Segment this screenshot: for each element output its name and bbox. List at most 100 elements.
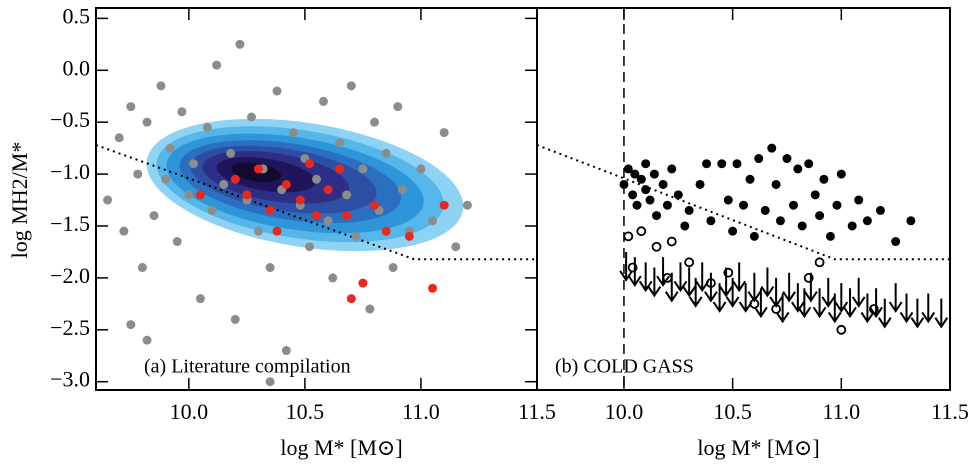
point	[684, 205, 694, 215]
upper-limit	[899, 293, 914, 324]
point	[328, 273, 338, 283]
upper-limit	[804, 272, 818, 303]
point	[281, 179, 291, 189]
plot-area	[537, 8, 950, 390]
point	[619, 179, 629, 189]
open-point	[814, 257, 825, 268]
point	[212, 60, 222, 70]
point	[253, 226, 263, 236]
point	[667, 164, 677, 174]
point	[771, 179, 781, 189]
point	[658, 179, 668, 189]
upper-limit	[860, 293, 875, 324]
point	[119, 226, 129, 236]
upper-limit	[888, 283, 903, 313]
upper-limit	[704, 272, 718, 303]
point	[723, 195, 733, 205]
point	[645, 195, 655, 205]
point	[745, 174, 755, 184]
point	[875, 205, 885, 215]
upper-limit	[760, 267, 775, 298]
point	[358, 278, 368, 288]
open-point	[836, 324, 847, 335]
x-axis-label: log M* [M⊙]	[280, 435, 402, 460]
point	[641, 185, 651, 195]
upper-limit	[754, 288, 768, 319]
point	[281, 346, 291, 356]
upper-limit	[775, 293, 790, 324]
point	[126, 320, 136, 330]
upper-limit	[797, 288, 812, 319]
point	[439, 200, 449, 210]
point	[370, 200, 380, 210]
density-contours	[146, 118, 464, 252]
open-point	[636, 226, 647, 237]
point	[165, 143, 175, 153]
point	[636, 174, 646, 184]
upper-limit	[695, 262, 710, 293]
x-tick-label: 11.0	[402, 399, 440, 424]
point	[312, 174, 321, 184]
point	[728, 226, 738, 236]
point	[673, 190, 683, 200]
point	[265, 263, 275, 273]
point	[365, 304, 375, 314]
point	[195, 294, 205, 304]
point	[242, 190, 252, 200]
upper-limit	[638, 262, 653, 293]
point	[793, 164, 803, 174]
upper-limit	[682, 267, 696, 298]
point	[891, 237, 901, 247]
point	[230, 174, 240, 184]
point	[397, 185, 407, 195]
point	[265, 377, 275, 387]
point	[702, 159, 712, 169]
upper-limit	[656, 257, 670, 287]
point	[862, 216, 872, 226]
point	[188, 159, 198, 169]
point	[641, 159, 651, 169]
plot-area	[96, 39, 537, 387]
y-tick-label: −1.5	[50, 211, 90, 236]
point	[351, 231, 361, 241]
x-tick-label: 11.5	[518, 399, 556, 424]
point	[184, 190, 194, 200]
upper-limit	[791, 283, 805, 313]
upper-limit	[619, 251, 633, 282]
point	[177, 107, 187, 117]
upper-limit	[921, 293, 936, 324]
point	[381, 226, 391, 236]
open-point	[623, 231, 634, 242]
upper-limit	[688, 277, 703, 308]
y-tick-label: −3.0	[50, 367, 90, 392]
x-axis-label: log M* [M⊙]	[697, 435, 819, 460]
point	[836, 169, 846, 179]
point	[760, 205, 770, 215]
point	[732, 159, 742, 169]
point	[630, 169, 640, 179]
x-tick-label: 10.0	[605, 399, 644, 424]
y-tick-label: −2.0	[50, 263, 90, 288]
upper-limit	[647, 267, 662, 298]
point	[832, 200, 842, 210]
point	[172, 237, 182, 247]
point	[628, 190, 638, 200]
point	[342, 211, 352, 221]
point	[706, 216, 716, 226]
upper-limit	[747, 272, 762, 303]
upper-limit	[877, 298, 892, 329]
y-tick-label: −2.5	[50, 315, 90, 340]
point	[754, 154, 764, 164]
upper-limit	[782, 272, 796, 303]
upper-limit	[910, 298, 925, 329]
point	[335, 138, 345, 148]
point	[632, 200, 642, 210]
point	[825, 231, 835, 241]
point	[149, 211, 159, 221]
point	[253, 164, 263, 174]
point	[451, 242, 461, 252]
x-tick-label: 11.5	[931, 399, 969, 424]
point	[126, 102, 136, 112]
upper-limit	[934, 298, 949, 329]
